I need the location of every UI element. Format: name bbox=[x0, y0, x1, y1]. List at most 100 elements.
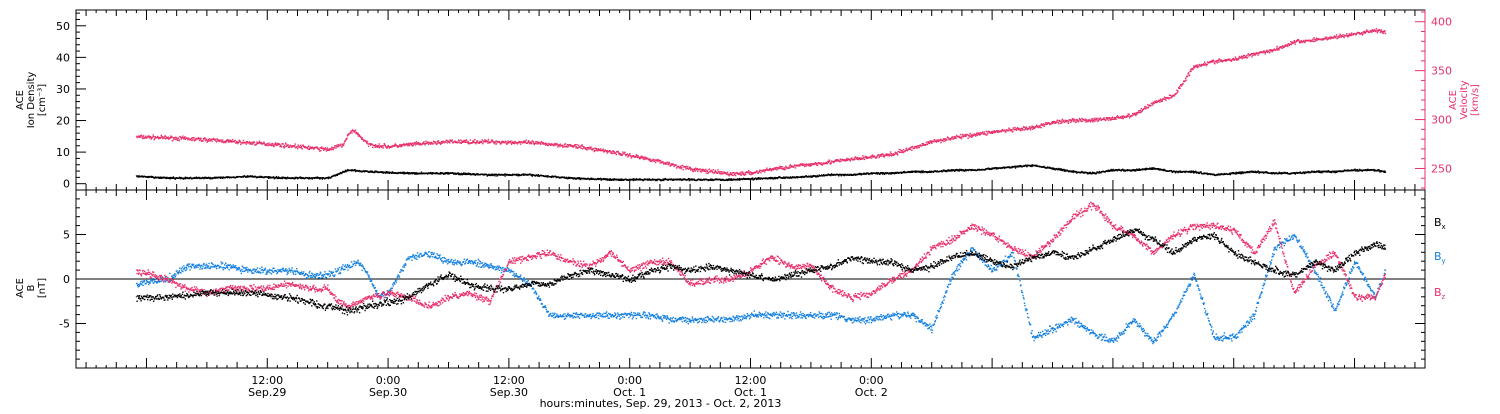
velocity-series-point bbox=[1062, 119, 1063, 120]
velocity-series-point bbox=[284, 145, 285, 146]
velocity-series-anchor bbox=[347, 134, 348, 135]
velocity-series-point bbox=[1242, 56, 1243, 57]
top-right-axis-title-line: Velocity bbox=[1459, 80, 1470, 119]
velocity-series-point bbox=[989, 131, 990, 132]
velocity-series-point bbox=[899, 149, 900, 150]
velocity-series-point bbox=[967, 138, 968, 139]
velocity-series-point bbox=[414, 143, 415, 144]
velocity-series-point bbox=[506, 144, 507, 145]
velocity-series-point bbox=[862, 155, 863, 156]
velocity-series-point bbox=[1346, 33, 1347, 34]
velocity-series-point bbox=[970, 133, 971, 134]
velocity-series-point bbox=[962, 134, 963, 135]
velocity-series-point bbox=[192, 139, 193, 140]
velocity-series-point bbox=[1333, 37, 1334, 38]
velocity-series-point bbox=[528, 140, 529, 141]
velocity-series-point bbox=[153, 136, 154, 137]
velocity-series-anchor bbox=[1173, 95, 1174, 96]
velocity-series-point bbox=[682, 165, 683, 166]
velocity-series-point bbox=[1339, 34, 1340, 35]
velocity-series-point bbox=[745, 174, 746, 175]
velocity-series-point bbox=[554, 143, 555, 144]
top-left-tick-label: 40 bbox=[56, 51, 70, 64]
velocity-series-point bbox=[295, 143, 296, 144]
velocity-series-point bbox=[1038, 127, 1039, 128]
velocity-series-point bbox=[902, 150, 903, 151]
velocity-series-anchor bbox=[730, 173, 731, 174]
velocity-series-point bbox=[692, 169, 693, 170]
velocity-series-point bbox=[221, 140, 222, 141]
velocity-series-point bbox=[239, 140, 240, 141]
velocity-series-anchor bbox=[1354, 33, 1355, 34]
velocity-series-anchor bbox=[649, 158, 650, 159]
velocity-series-point bbox=[317, 147, 318, 148]
velocity-series-point bbox=[804, 166, 805, 167]
velocity-series-point bbox=[1058, 123, 1059, 124]
velocity-series-point bbox=[878, 157, 879, 158]
velocity-series-point bbox=[955, 138, 956, 139]
velocity-series-point bbox=[1304, 42, 1305, 43]
velocity-series-point bbox=[705, 171, 706, 172]
velocity-series-point bbox=[243, 140, 244, 141]
velocity-series-point bbox=[829, 161, 830, 162]
velocity-series-point bbox=[906, 148, 907, 149]
velocity-series-point bbox=[627, 153, 628, 154]
velocity-series-point bbox=[536, 143, 537, 144]
velocity-series-point bbox=[950, 139, 951, 140]
velocity-series-point bbox=[1141, 108, 1142, 109]
velocity-series-point bbox=[202, 140, 203, 141]
velocity-series-point bbox=[372, 147, 373, 148]
velocity-series-point bbox=[200, 138, 201, 139]
velocity-series-point bbox=[263, 142, 264, 143]
velocity-series-point bbox=[285, 143, 286, 144]
velocity-series-point bbox=[266, 145, 267, 146]
velocity-series-point bbox=[1094, 121, 1095, 122]
velocity-series-point bbox=[759, 171, 760, 172]
velocity-series-point bbox=[711, 170, 712, 171]
top-right-tick-label: 350 bbox=[1431, 65, 1452, 78]
velocity-series-point bbox=[140, 136, 141, 137]
velocity-series-point bbox=[365, 141, 366, 142]
velocity-series-point bbox=[1187, 76, 1188, 77]
velocity-series-point bbox=[1203, 63, 1204, 64]
velocity-series-point bbox=[580, 148, 581, 149]
velocity-series-point bbox=[708, 172, 709, 173]
velocity-series-point bbox=[965, 135, 966, 136]
velocity-series-point bbox=[499, 141, 500, 142]
velocity-series-point bbox=[164, 137, 165, 138]
velocity-series-point bbox=[1117, 115, 1118, 116]
velocity-series-point bbox=[1159, 101, 1160, 102]
velocity-series-point bbox=[240, 144, 241, 145]
velocity-series-point bbox=[175, 139, 176, 140]
velocity-series-anchor bbox=[992, 131, 993, 132]
velocity-series-point bbox=[871, 157, 872, 158]
velocity-series-point bbox=[662, 162, 663, 163]
velocity-series-point bbox=[211, 140, 212, 141]
velocity-series-point bbox=[298, 144, 299, 145]
velocity-series-point bbox=[501, 142, 502, 143]
velocity-series-point bbox=[669, 162, 670, 163]
velocity-series-point bbox=[1092, 121, 1093, 122]
velocity-series-point bbox=[179, 139, 180, 140]
velocity-series-point bbox=[1234, 59, 1235, 60]
velocity-series-point bbox=[1377, 32, 1378, 33]
velocity-series-point bbox=[449, 142, 450, 143]
velocity-series-point bbox=[1078, 120, 1079, 121]
velocity-series-anchor bbox=[342, 143, 343, 144]
velocity-series-point bbox=[302, 148, 303, 149]
velocity-series-anchor bbox=[1092, 119, 1093, 120]
velocity-series-anchor bbox=[448, 141, 449, 142]
velocity-series-anchor bbox=[277, 143, 278, 144]
velocity-series-point bbox=[1177, 90, 1178, 91]
velocity-series-point bbox=[319, 149, 320, 150]
velocity-series-point bbox=[168, 137, 169, 138]
velocity-series-point bbox=[811, 165, 812, 166]
velocity-series-point bbox=[987, 133, 988, 134]
velocity-series-point bbox=[143, 135, 144, 136]
velocity-series-point bbox=[1138, 110, 1139, 111]
velocity-series-point bbox=[294, 145, 295, 146]
velocity-series-point bbox=[975, 135, 976, 136]
velocity-series-point bbox=[182, 136, 183, 137]
velocity-series-point bbox=[1385, 33, 1386, 34]
